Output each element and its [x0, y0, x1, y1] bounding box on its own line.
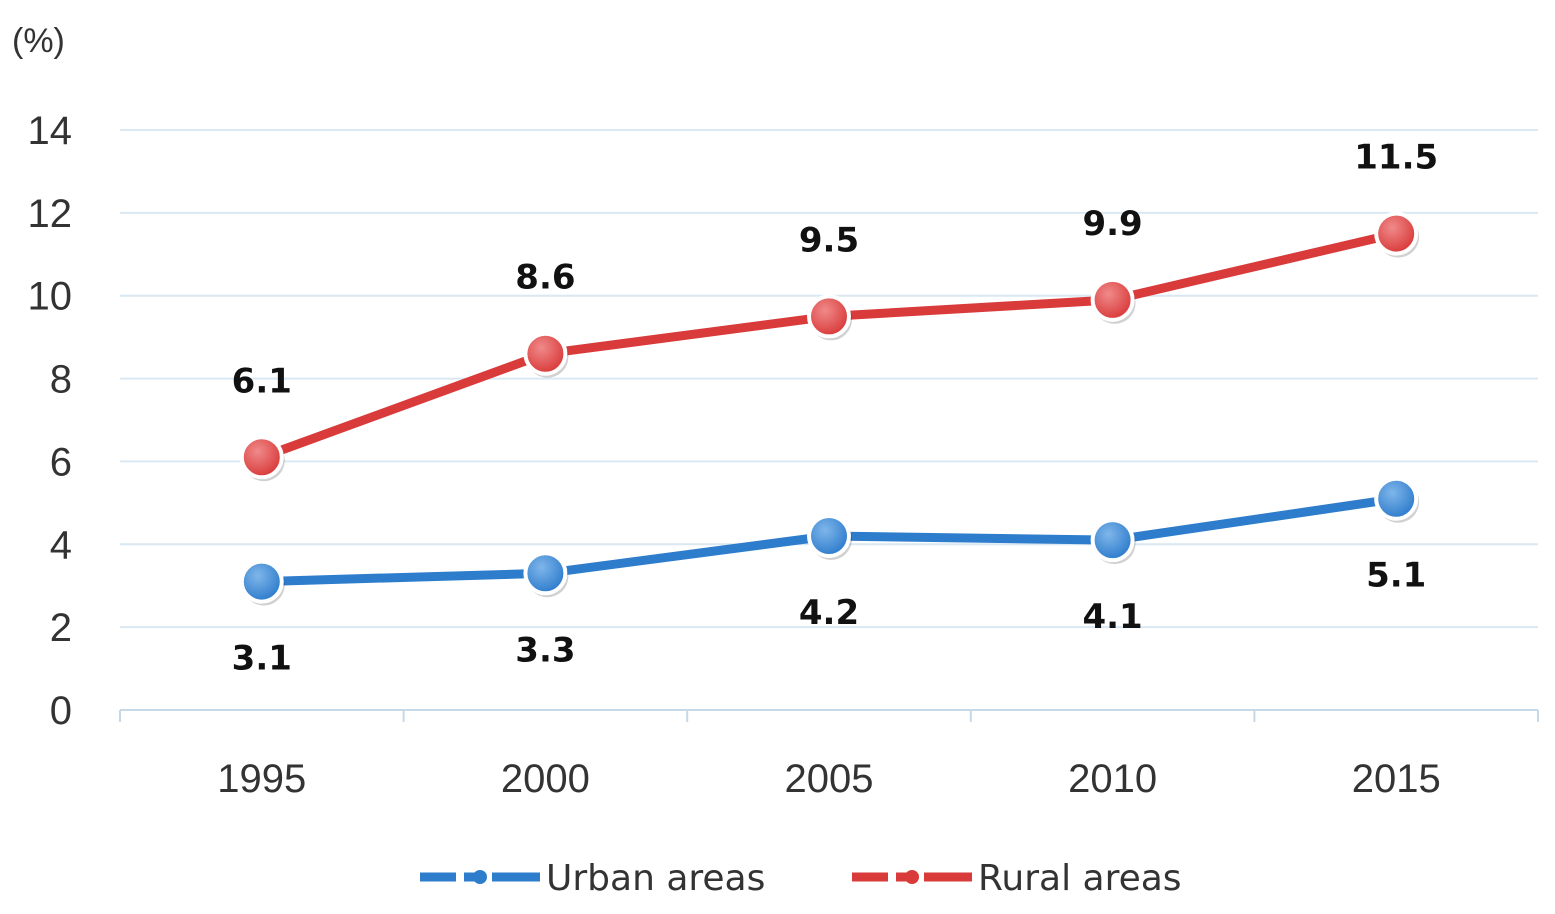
data-label-rural: 11.5 [1354, 138, 1438, 178]
data-point-urban [1374, 476, 1419, 521]
data-point-rural [523, 331, 568, 376]
legend-label-urban: Urban areas [546, 858, 765, 899]
data-point-rural [1374, 211, 1419, 256]
x-axis: 1995 2000 2005 2010 2015 [119, 709, 1539, 801]
y-tick-label: 10 [28, 275, 73, 319]
data-label-rural: 9.9 [1082, 204, 1142, 244]
y-tick-label: 2 [50, 606, 72, 650]
x-tick-label: 2005 [785, 757, 874, 801]
data-point-rural [239, 435, 284, 480]
data-point-urban [239, 559, 284, 604]
series-urban [239, 476, 1420, 606]
legend-item-urban: Urban areas [420, 858, 765, 899]
x-tick-label: 2000 [501, 757, 590, 801]
x-tick-label: 2015 [1352, 757, 1441, 801]
y-axis-unit-label: (%) [12, 22, 65, 60]
data-label-urban: 4.2 [799, 593, 859, 633]
data-point-urban [523, 551, 568, 596]
data-point-urban [807, 514, 851, 558]
legend-marker-rural [905, 870, 919, 884]
y-tick-label: 14 [28, 109, 73, 153]
legend: Urban areas Rural areas [420, 858, 1182, 899]
legend-marker-urban [473, 870, 487, 884]
series-line-rural [257, 229, 1401, 462]
data-label-rural: 9.5 [799, 220, 859, 260]
y-tick-label: 8 [50, 358, 72, 402]
y-tick-label: 12 [28, 192, 73, 236]
legend-label-rural: Rural areas [978, 858, 1182, 899]
legend-item-rural: Rural areas [852, 858, 1182, 899]
data-labels: 3.1 3.3 4.2 4.1 5.1 6.1 8.6 9.5 9.9 11.5 [232, 138, 1438, 679]
y-axis-ticks: 0 2 4 6 8 10 12 14 [28, 109, 73, 733]
data-label-urban: 4.1 [1082, 597, 1142, 637]
data-label-urban: 3.1 [232, 639, 292, 679]
y-tick-label: 0 [50, 689, 72, 733]
series-group [239, 211, 1420, 606]
data-label-urban: 3.3 [515, 630, 575, 670]
data-label-rural: 6.1 [232, 361, 292, 401]
y-tick-label: 4 [50, 523, 72, 567]
data-point-rural [807, 294, 851, 339]
data-label-rural: 8.6 [515, 258, 575, 298]
x-tick-label: 2010 [1068, 757, 1157, 801]
data-point-rural [1090, 277, 1135, 322]
series-rural [239, 211, 1420, 482]
x-tick-label: 1995 [217, 757, 306, 801]
data-point-urban [1090, 518, 1135, 563]
y-tick-label: 6 [50, 440, 72, 484]
data-label-urban: 5.1 [1366, 556, 1426, 596]
